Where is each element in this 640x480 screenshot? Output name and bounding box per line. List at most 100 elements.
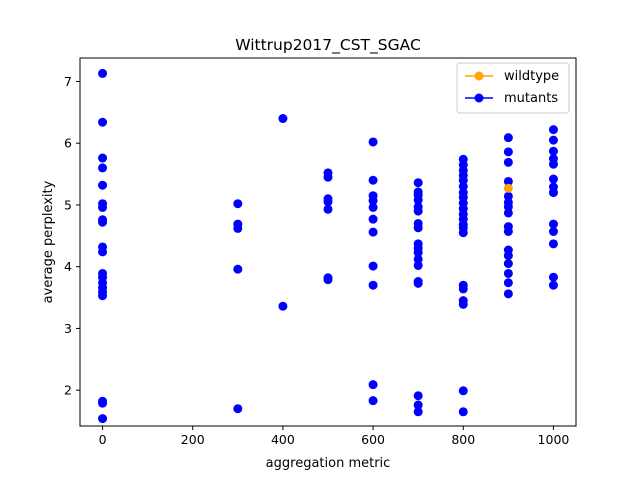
data-point-mutants — [98, 180, 108, 190]
data-point-mutants — [233, 264, 243, 274]
data-point-mutants — [548, 135, 558, 145]
data-point-mutants — [98, 202, 108, 212]
x-tick-label: 1000 — [538, 432, 570, 447]
data-point-mutants — [413, 254, 423, 264]
data-point-mutants — [458, 386, 468, 396]
y-tick-label: 6 — [64, 136, 72, 151]
chart-title: Wittrup2017_CST_SGAC — [235, 36, 421, 55]
data-point-mutants — [503, 259, 513, 269]
data-point-mutants — [503, 147, 513, 157]
legend-entry-mutants: mutants — [465, 91, 558, 106]
data-point-mutants — [323, 275, 333, 285]
data-point-mutants — [503, 157, 513, 167]
data-point-mutants — [368, 137, 378, 147]
y-axis-label: average perplexity — [41, 180, 56, 303]
data-point-mutants — [503, 268, 513, 278]
data-point-mutants — [413, 206, 423, 216]
x-axis-ticks: 0 200 400 600 800 1000 — [99, 426, 570, 447]
data-point-mutants — [323, 204, 333, 214]
legend-marker-mutants — [474, 93, 484, 103]
plot-area — [80, 58, 576, 426]
data-point-mutants — [503, 227, 513, 237]
x-tick-label: 600 — [361, 432, 385, 447]
y-tick-label: 2 — [64, 383, 72, 398]
data-point-mutants — [503, 202, 513, 212]
data-point-mutants — [548, 159, 558, 169]
data-point-mutants — [98, 291, 108, 301]
x-tick-label: 800 — [451, 432, 475, 447]
data-point-mutants — [98, 414, 108, 424]
data-point-mutants — [278, 301, 288, 311]
data-point-mutants — [413, 195, 423, 205]
data-point-mutants — [278, 114, 288, 124]
y-tick-label: 7 — [64, 74, 72, 89]
data-point-mutants — [368, 380, 378, 390]
data-point-mutants — [503, 176, 513, 186]
plot-frame — [79, 57, 577, 427]
data-point-mutants — [233, 223, 243, 233]
data-point-mutants — [98, 68, 108, 78]
data-point-mutants — [98, 153, 108, 163]
plot-background — [80, 58, 576, 426]
legend-label-wildtype: wildtype — [504, 69, 559, 84]
y-tick-label: 5 — [64, 197, 72, 212]
data-point-mutants — [548, 125, 558, 135]
data-point-mutants — [98, 163, 108, 173]
data-point-mutants — [413, 391, 423, 401]
data-point-mutants — [548, 188, 558, 198]
y-tick-label: 4 — [64, 259, 72, 274]
data-point-mutants — [413, 400, 423, 410]
x-axis-label: aggregation metric — [266, 456, 391, 471]
x-tick-label: 0 — [99, 432, 107, 447]
data-point-mutants — [413, 407, 423, 417]
data-point-mutants — [368, 196, 378, 206]
data-point-mutants — [98, 247, 108, 257]
data-point-mutants — [548, 280, 558, 290]
data-point-mutants — [368, 202, 378, 212]
data-point-mutants — [548, 146, 558, 156]
data-point-mutants — [458, 407, 468, 417]
data-point-mutants — [503, 289, 513, 299]
data-point-mutants — [98, 117, 108, 127]
data-point-mutants — [323, 197, 333, 207]
data-point-mutants — [233, 199, 243, 209]
data-point-mutants — [413, 223, 423, 233]
data-point-mutants — [503, 208, 513, 218]
data-point-mutants — [458, 175, 468, 185]
data-point-mutants — [503, 251, 513, 261]
legend-label-mutants: mutants — [504, 91, 558, 106]
data-point-mutants — [98, 398, 108, 408]
data-point-mutants — [368, 261, 378, 271]
data-point-mutants — [413, 260, 423, 270]
data-point-mutants — [503, 278, 513, 288]
y-axis-ticks: 2 3 4 5 6 7 — [64, 74, 80, 398]
data-point-mutants — [503, 133, 513, 143]
data-point-mutants — [548, 239, 558, 249]
data-point-mutants — [548, 219, 558, 229]
data-point-mutants — [458, 299, 468, 309]
y-tick-label: 3 — [64, 321, 72, 336]
data-point-wildtype — [503, 183, 513, 193]
data-points — [98, 68, 558, 424]
data-point-mutants — [458, 181, 468, 191]
data-point-mutants — [503, 191, 513, 201]
data-point-mutants — [548, 272, 558, 282]
data-point-mutants — [458, 228, 468, 238]
data-point-mutants — [368, 396, 378, 406]
data-point-mutants — [458, 284, 468, 294]
legend: wildtype mutants — [456, 62, 570, 114]
data-point-mutants — [233, 404, 243, 414]
data-point-mutants — [323, 172, 333, 182]
x-tick-label: 400 — [271, 432, 295, 447]
data-point-mutants — [548, 227, 558, 237]
data-point-mutants — [413, 278, 423, 288]
data-point-mutants — [413, 247, 423, 257]
x-tick-label: 200 — [181, 432, 205, 447]
data-point-mutants — [98, 217, 108, 227]
data-point-mutants — [368, 227, 378, 237]
data-point-mutants — [548, 174, 558, 184]
data-point-mutants — [368, 280, 378, 290]
legend-marker-wildtype — [474, 71, 484, 81]
data-point-mutants — [368, 175, 378, 185]
